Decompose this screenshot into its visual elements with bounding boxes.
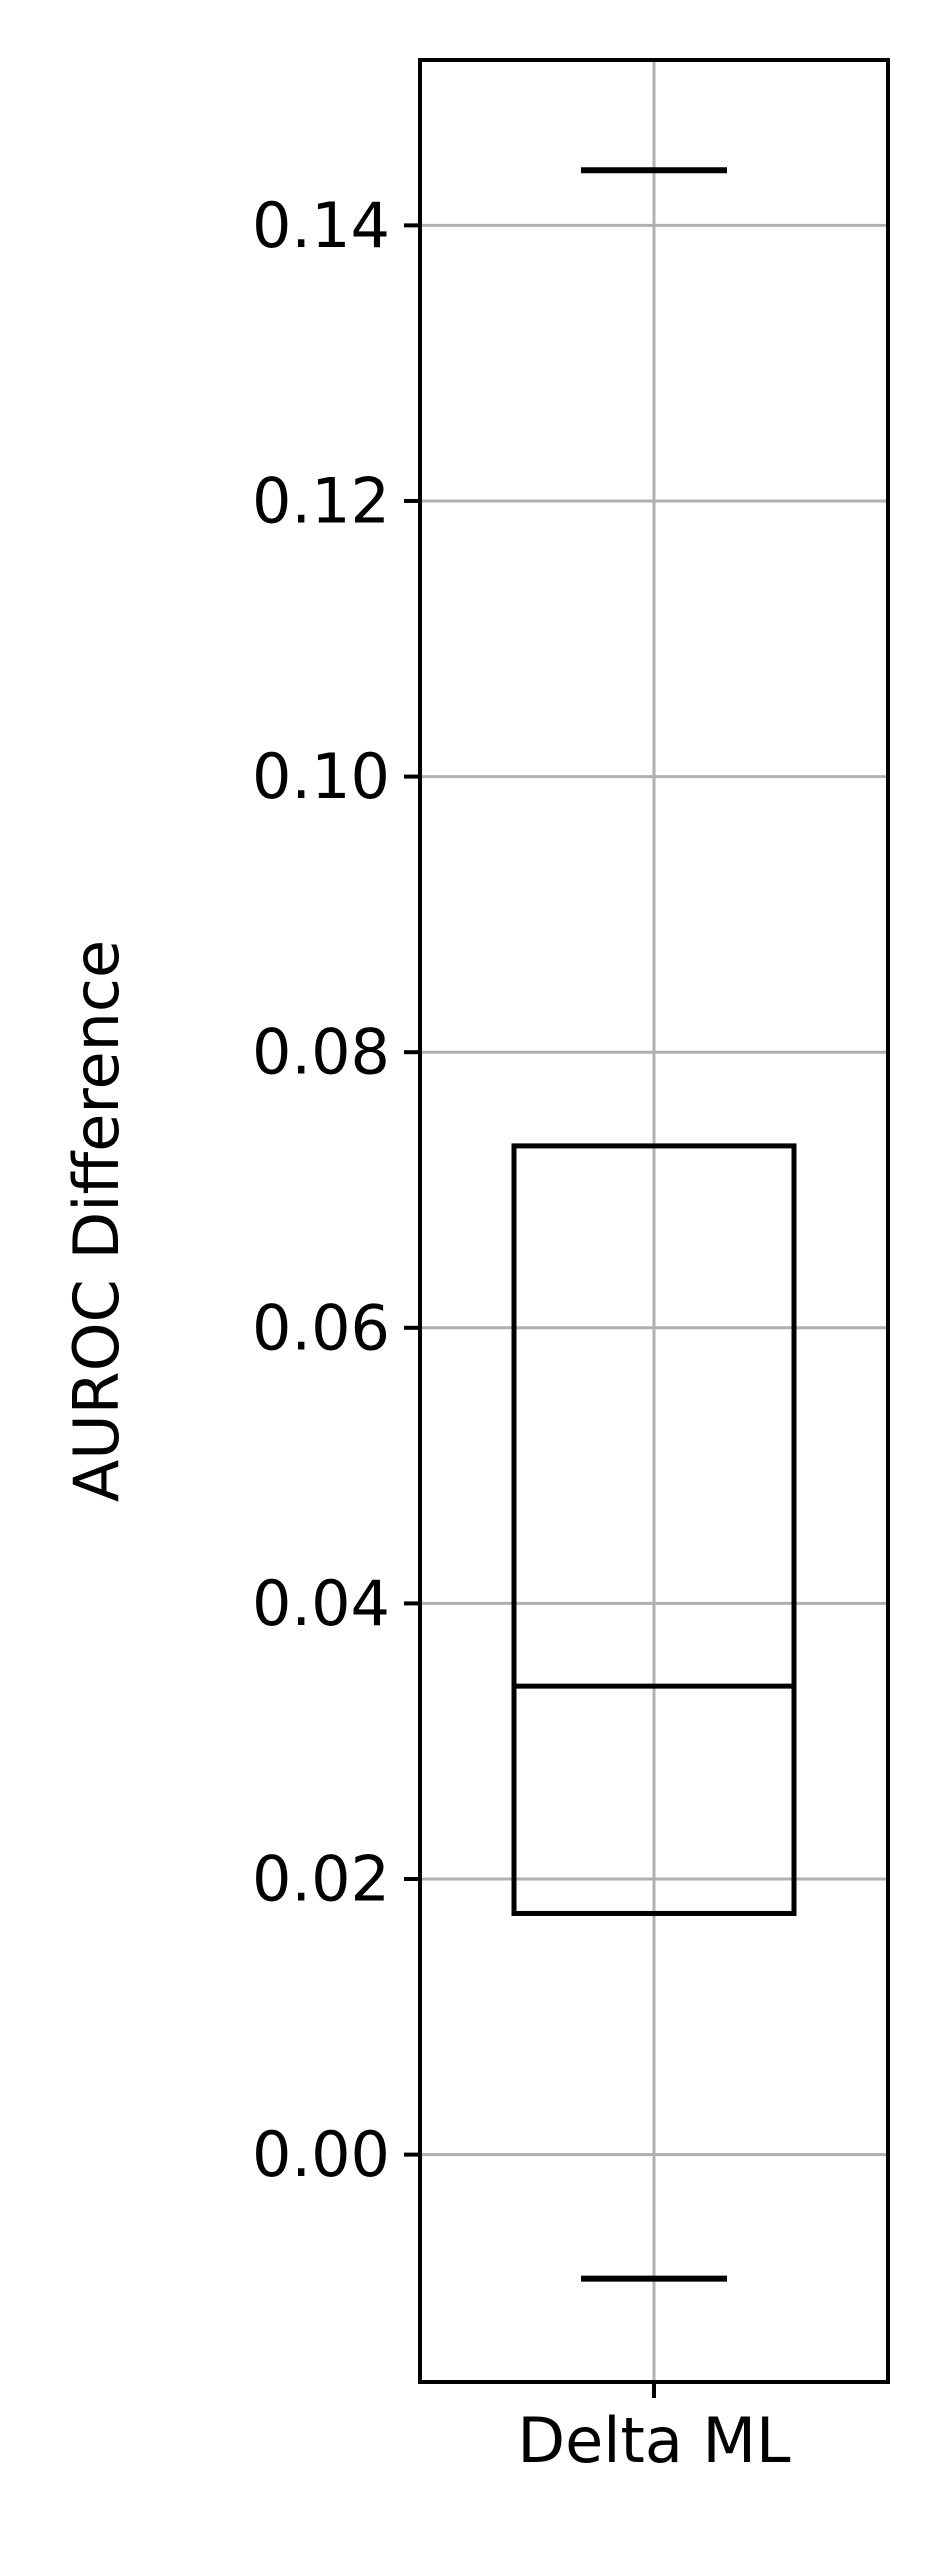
box-iqr [511,1143,797,1916]
y-tick-label: 0.10 [252,740,390,813]
y-tick-label: 0.08 [252,1016,390,1089]
y-tick-label: 0.14 [252,189,390,262]
y-tick-label: 0.02 [252,1843,390,1916]
y-tick-label: 0.06 [252,1291,390,1364]
y-tick-label: 0.00 [252,2118,390,2191]
y-tick-label: 0.12 [252,464,390,537]
grid-lines [420,60,888,2382]
y-tick-label: 0.04 [252,1567,390,1640]
x-tick-label: Delta ML [517,2404,791,2477]
y-axis-title: AUROC Difference [60,940,133,1502]
x-axis: Delta ML [517,2382,791,2477]
box-layer [511,167,797,2282]
y-axis: 0.00 0.02 0.04 0.06 0.08 0.10 0.12 0.14 [252,189,420,2191]
